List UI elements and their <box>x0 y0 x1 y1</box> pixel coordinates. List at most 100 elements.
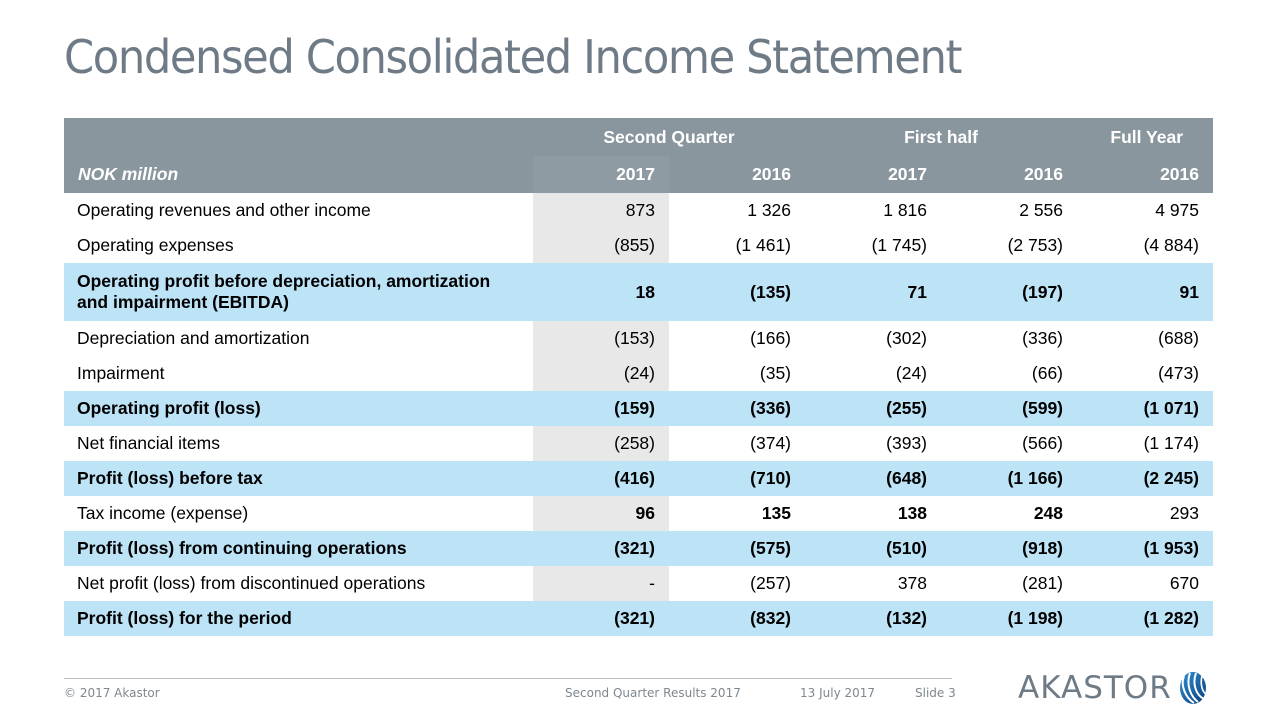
cell-value: (648) <box>805 461 942 496</box>
year-header: 2016 <box>941 156 1078 193</box>
cell-value: (153) <box>533 321 669 356</box>
row-label: Profit (loss) for the period <box>64 601 533 636</box>
cell-value: (1 166) <box>941 461 1078 496</box>
cell-value: 2 556 <box>941 193 1078 228</box>
globe-logo-icon <box>1180 672 1208 704</box>
row-label: Operating profit (loss) <box>64 391 533 426</box>
cell-value: (255) <box>805 391 942 426</box>
header-second-quarter: Second Quarter <box>533 118 806 156</box>
row-label: Operating profit before depreciation, am… <box>64 263 533 321</box>
table-row-profit-for-period: Profit (loss) for the period (321) (832)… <box>64 601 1214 636</box>
cell-value: (416) <box>533 461 669 496</box>
cell-value: (321) <box>533 531 669 566</box>
table-row-discontinued-operations: Net profit (loss) from discontinued oper… <box>64 566 1214 601</box>
footer-divider <box>64 678 952 679</box>
cell-value: (1 198) <box>941 601 1078 636</box>
year-header: 2016 <box>669 156 806 193</box>
cell-value: (24) <box>805 356 942 391</box>
row-label: Net profit (loss) from discontinued oper… <box>64 566 533 601</box>
cell-value: (918) <box>941 531 1078 566</box>
cell-value: (1 953) <box>1077 531 1214 566</box>
cell-value: (35) <box>669 356 806 391</box>
cell-value: 670 <box>1077 566 1214 601</box>
cell-value: (1 071) <box>1077 391 1214 426</box>
cell-value: (336) <box>941 321 1078 356</box>
row-label: Profit (loss) from continuing operations <box>64 531 533 566</box>
cell-value: (832) <box>669 601 806 636</box>
header-spacer <box>64 118 533 156</box>
year-header: 2017 <box>805 156 942 193</box>
cell-value: 1 326 <box>669 193 806 228</box>
cell-value: (855) <box>533 228 669 263</box>
table-row-continuing-operations: Profit (loss) from continuing operations… <box>64 531 1214 566</box>
cell-value: - <box>533 566 669 601</box>
cell-value: (281) <box>941 566 1078 601</box>
row-label: Operating revenues and other income <box>64 193 533 228</box>
cell-value: (197) <box>941 263 1078 321</box>
table-row-depreciation: Depreciation and amortization (153) (166… <box>64 321 1214 356</box>
row-label: Tax income (expense) <box>64 496 533 531</box>
unit-label: NOK million <box>64 156 533 193</box>
logo-wordmark: AKASTOR <box>1018 670 1172 706</box>
row-label: Operating expenses <box>64 228 533 263</box>
cell-value: (688) <box>1077 321 1214 356</box>
cell-value: (710) <box>669 461 806 496</box>
cell-value: 4 975 <box>1077 193 1214 228</box>
cell-value: (135) <box>669 263 806 321</box>
table-row-operating-revenues: Operating revenues and other income 873 … <box>64 193 1214 228</box>
footer-copyright: © 2017 Akastor <box>64 686 160 700</box>
cell-value: (132) <box>805 601 942 636</box>
cell-value: (258) <box>533 426 669 461</box>
table-row-operating-profit: Operating profit (loss) (159) (336) (255… <box>64 391 1214 426</box>
cell-value: (1 461) <box>669 228 806 263</box>
table-row-profit-before-tax: Profit (loss) before tax (416) (710) (64… <box>64 461 1214 496</box>
akastor-logo: AKASTOR <box>1018 668 1218 710</box>
cell-value: (1 745) <box>805 228 942 263</box>
footer-date: 13 July 2017 <box>800 686 876 700</box>
row-label: Profit (loss) before tax <box>64 461 533 496</box>
cell-value: 96 <box>533 496 669 531</box>
cell-value: (336) <box>669 391 806 426</box>
cell-value: (4 884) <box>1077 228 1214 263</box>
cell-value: (2 753) <box>941 228 1078 263</box>
cell-value: (159) <box>533 391 669 426</box>
cell-value: 873 <box>533 193 669 228</box>
cell-value: 135 <box>669 496 806 531</box>
cell-value: 248 <box>941 496 1078 531</box>
cell-value: (1 282) <box>1077 601 1214 636</box>
cell-value: (24) <box>533 356 669 391</box>
cell-value: (1 174) <box>1077 426 1214 461</box>
cell-value: 91 <box>1077 263 1214 321</box>
year-header: 2016 <box>1077 156 1214 193</box>
cell-value: 71 <box>805 263 942 321</box>
table-row-impairment: Impairment (24) (35) (24) (66) (473) <box>64 356 1214 391</box>
row-label: Net financial items <box>64 426 533 461</box>
cell-value: 18 <box>533 263 669 321</box>
header-first-half: First half <box>805 118 1078 156</box>
cell-value: (510) <box>805 531 942 566</box>
table-row-operating-expenses: Operating expenses (855) (1 461) (1 745)… <box>64 228 1214 263</box>
cell-value: (66) <box>941 356 1078 391</box>
cell-value: (257) <box>669 566 806 601</box>
cell-value: (374) <box>669 426 806 461</box>
period-group-header-row: Second Quarter First half Full Year <box>64 118 1214 156</box>
cell-value: (473) <box>1077 356 1214 391</box>
row-label: Impairment <box>64 356 533 391</box>
cell-value: (2 245) <box>1077 461 1214 496</box>
cell-value: (599) <box>941 391 1078 426</box>
table-row-ebitda: Operating profit before depreciation, am… <box>64 263 1214 321</box>
slide-title: Condensed Consolidated Income Statement <box>64 30 962 84</box>
cell-value: (302) <box>805 321 942 356</box>
cell-value: 138 <box>805 496 942 531</box>
cell-value: (566) <box>941 426 1078 461</box>
cell-value: (393) <box>805 426 942 461</box>
footer-presentation-title: Second Quarter Results 2017 <box>565 686 741 700</box>
cell-value: 1 816 <box>805 193 942 228</box>
footer-slide-number: Slide 3 <box>915 686 956 700</box>
cell-value: (166) <box>669 321 806 356</box>
cell-value: (321) <box>533 601 669 636</box>
row-label: Depreciation and amortization <box>64 321 533 356</box>
cell-value: (575) <box>669 531 806 566</box>
cell-value: 293 <box>1077 496 1214 531</box>
year-header-row: NOK million 2017 2016 2017 2016 2016 <box>64 156 1214 193</box>
